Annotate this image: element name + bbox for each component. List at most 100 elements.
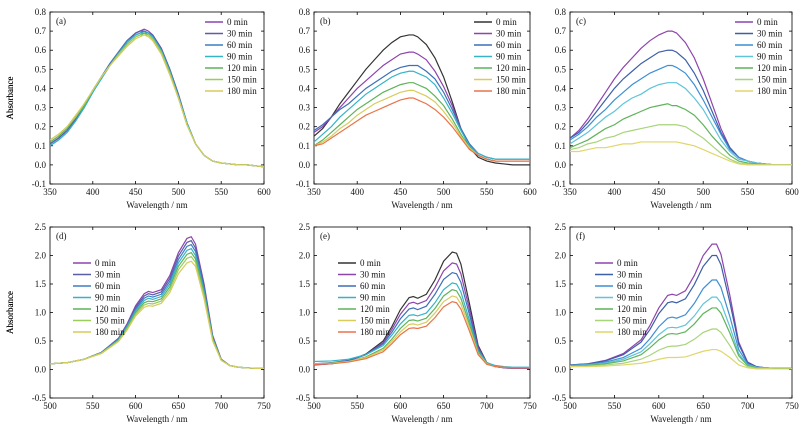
x-axis-title: Wavelength / nm — [126, 200, 187, 210]
legend-label: 0 min — [496, 17, 517, 27]
y-axis-title: Absorbance — [5, 77, 15, 120]
y-tick-label: 0.4 — [299, 83, 311, 93]
legend-label: 150 min — [227, 75, 257, 85]
series-line — [50, 34, 264, 168]
series-line — [314, 301, 530, 369]
x-tick-label: 600 — [652, 401, 666, 411]
x-tick-label: 650 — [437, 401, 451, 411]
chart-panel: 350 400 450 500 550 600 -0.1 0.0 0.1 0.2 0.3 0.4 0.5… — [5, 7, 799, 210]
y-tick-label: 0.3 — [35, 103, 47, 113]
series-line — [570, 124, 792, 166]
x-tick-label: 400 — [608, 187, 622, 197]
legend-label: 90 min — [617, 293, 643, 303]
legend-label: 0 min — [227, 17, 248, 27]
x-tick-label: 550 — [86, 401, 100, 411]
panel-label: (c) — [576, 16, 586, 26]
y-tick-label: -0.5 — [32, 393, 47, 403]
legend-label: 0 min — [757, 17, 778, 27]
legend-label: 30 min — [95, 270, 121, 280]
legend-label: 30 min — [496, 29, 522, 39]
plot-frame — [569, 11, 793, 185]
y-axis-title: Absorbance — [5, 291, 15, 334]
x-axis-title: Wavelength / nm — [126, 414, 187, 424]
legend-label: 120 min — [757, 63, 787, 73]
x-tick-label: 750 — [257, 401, 271, 411]
y-tick-label: 1.5 — [35, 279, 47, 289]
y-tick-label: 0.7 — [35, 26, 47, 36]
y-tick-label: -0.5 — [552, 393, 567, 403]
y-tick-label: 1.0 — [555, 308, 567, 318]
x-tick-label: 400 — [350, 187, 364, 197]
x-tick-label: 750 — [523, 401, 537, 411]
series-line — [314, 289, 530, 369]
y-tick-label: 2.5 — [35, 222, 47, 232]
y-tick-label: 0.2 — [299, 122, 310, 132]
y-tick-label: -0.1 — [296, 179, 310, 189]
x-tick-label: 700 — [214, 401, 228, 411]
y-tick-label: 2.0 — [299, 251, 311, 261]
x-tick-label: 450 — [129, 187, 143, 197]
y-tick-label: 0.6 — [555, 45, 567, 55]
y-tick-label: -0.1 — [552, 179, 566, 189]
y-tick-label: 0.5 — [299, 64, 311, 74]
series-line — [570, 103, 792, 166]
y-tick-label: 0.4 — [35, 83, 47, 93]
x-tick-label: 350 — [307, 187, 321, 197]
x-tick-label: 450 — [652, 187, 666, 197]
y-tick-label: 0.2 — [555, 122, 566, 132]
legend-label: 150 min — [617, 316, 647, 326]
legend-label: 60 min — [496, 40, 522, 50]
legend-label: 150 min — [360, 316, 390, 326]
legend-label: 30 min — [227, 29, 253, 39]
y-tick-label: 1.0 — [299, 308, 311, 318]
y-tick-label: 0.0 — [299, 160, 311, 170]
legend-label: 180 min — [617, 327, 647, 337]
legend-label: 150 min — [496, 75, 526, 85]
legend-label: 180 min — [757, 86, 787, 96]
legend-label: 120 min — [496, 63, 526, 73]
legend-label: 0 min — [360, 258, 381, 268]
x-tick-label: 500 — [43, 401, 57, 411]
panel-label: (e) — [320, 231, 330, 241]
y-axis-title: Absorbance — [5, 291, 15, 334]
chart-panel: 500 550 600 650 700 750 -0.5 0.0 0.5 1.0 1.5 2.0 2.5… — [5, 222, 271, 424]
legend-label: 120 min — [95, 304, 125, 314]
series-line — [314, 34, 530, 166]
y-tick-label: 2.0 — [35, 251, 47, 261]
legend-label: 90 min — [496, 52, 522, 62]
legend-label: 180 min — [227, 86, 257, 96]
chart-panel: 350 400 450 500 550 600 -0.1 0.0 0.1 0.2 0.3 0.4 0.5… — [5, 7, 271, 210]
series-line — [570, 348, 792, 370]
plot-frame — [313, 226, 531, 399]
legend-label: 90 min — [95, 293, 121, 303]
x-tick-label: 500 — [696, 187, 710, 197]
panel-label: (d) — [56, 231, 67, 241]
x-tick-label: 550 — [741, 187, 755, 197]
x-tick-label: 600 — [785, 187, 799, 197]
series-line — [50, 260, 264, 369]
y-tick-label: 0.8 — [35, 7, 47, 17]
x-tick-label: 600 — [129, 401, 143, 411]
legend-label: 120 min — [617, 304, 647, 314]
y-tick-label: 0.1 — [555, 141, 566, 151]
series-line — [314, 70, 530, 160]
legend-label: 120 min — [227, 63, 257, 73]
y-axis-title: Absorbance — [5, 77, 15, 120]
legend-label: 30 min — [617, 270, 643, 280]
x-tick-label: 450 — [394, 187, 408, 197]
y-tick-label: 0.4 — [555, 83, 567, 93]
x-axis-title: Wavelength / nm — [391, 200, 452, 210]
x-tick-label: 550 — [350, 401, 364, 411]
legend-label: 180 min — [360, 327, 390, 337]
y-tick-label: 0.5 — [555, 64, 567, 74]
y-tick-label: 0.0 — [35, 160, 47, 170]
y-axis-title: Absorbance — [5, 77, 15, 120]
y-tick-label: -0.5 — [296, 393, 311, 403]
legend-label: 60 min — [617, 281, 643, 291]
legend-label: 90 min — [757, 52, 783, 62]
legend-label: 90 min — [227, 52, 253, 62]
x-axis-title: Wavelength / nm — [650, 200, 711, 210]
y-tick-label: 0.1 — [299, 141, 310, 151]
panel-label: (b) — [320, 16, 331, 26]
